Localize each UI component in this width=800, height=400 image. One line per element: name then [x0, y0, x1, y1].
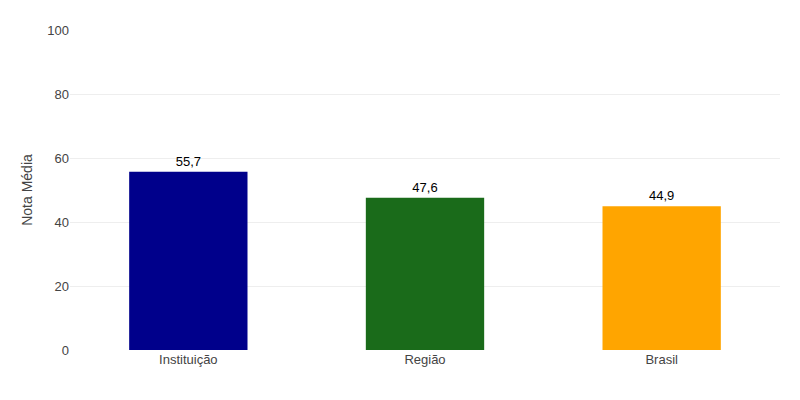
svg-text:44,9: 44,9: [649, 188, 674, 203]
svg-text:Nota Média: Nota Média: [19, 154, 35, 226]
svg-text:40: 40: [55, 215, 69, 230]
svg-text:47,6: 47,6: [412, 180, 437, 195]
svg-text:Instituição: Instituição: [159, 352, 218, 367]
svg-text:55,7: 55,7: [176, 154, 201, 169]
svg-text:Região: Região: [404, 352, 445, 367]
svg-text:100: 100: [47, 23, 69, 38]
svg-text:Brasil: Brasil: [645, 352, 678, 367]
svg-text:60: 60: [55, 151, 69, 166]
svg-text:80: 80: [55, 87, 69, 102]
svg-text:20: 20: [55, 279, 69, 294]
svg-text:0: 0: [62, 343, 69, 358]
